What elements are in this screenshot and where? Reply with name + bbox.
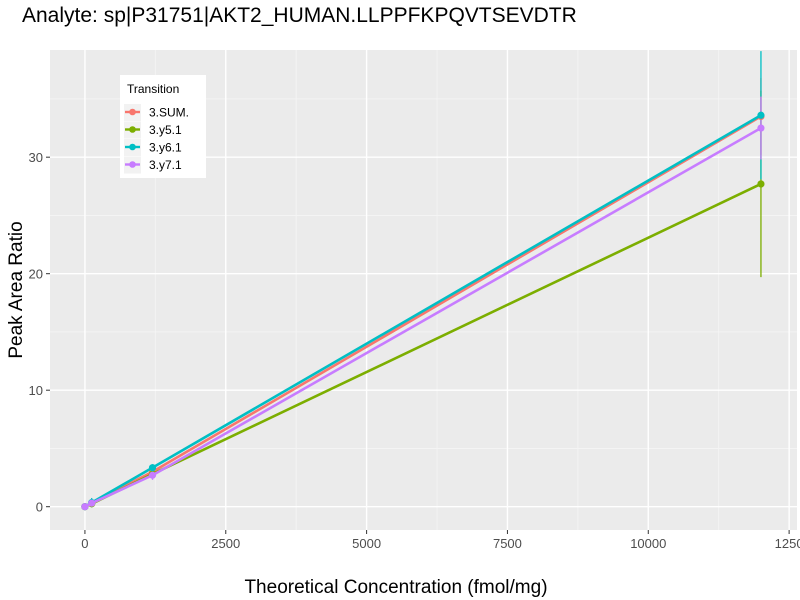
legend-item: 3.y6.1	[124, 139, 182, 156]
legend-item: 3.SUM.	[124, 104, 189, 121]
y-tick-label: 10	[29, 383, 43, 398]
x-tick-label: 2500	[211, 536, 240, 551]
x-axis-title: Theoretical Concentration (fmol/mg)	[244, 577, 547, 598]
legend-title: Transition	[127, 82, 179, 96]
data-point	[88, 499, 96, 507]
legend-label: 3.SUM.	[149, 106, 189, 120]
series-line-3.y7.1	[81, 124, 765, 511]
legend: Transition 3.SUM. 3.y5.1 3.y6.1 3.y7.1	[120, 75, 206, 178]
series-layer	[81, 51, 765, 511]
x-tick-label: 5000	[352, 536, 381, 551]
x-tick-label: 10000	[630, 536, 666, 551]
legend-item: 3.y7.1	[124, 156, 182, 174]
data-point	[757, 111, 765, 119]
legend-key-point	[129, 126, 136, 133]
y-tick-label: 30	[29, 150, 43, 165]
x-tick-label: 0	[81, 536, 88, 551]
legend-label: 3.y6.1	[149, 141, 182, 155]
data-point	[148, 464, 157, 472]
y-axis-title: Peak Area Ratio	[6, 221, 27, 358]
data-point	[81, 503, 89, 511]
legend-key-point	[129, 108, 136, 116]
legend-label: 3.y5.1	[149, 123, 182, 137]
chart-title: Analyte: sp|P31751|AKT2_HUMAN.LLPPFKPQVT…	[22, 4, 577, 27]
data-point	[757, 124, 765, 132]
series-line	[84, 126, 762, 508]
legend-item: 3.y5.1	[124, 121, 182, 139]
x-tick-label: 7500	[493, 536, 522, 551]
data-point	[757, 180, 765, 188]
y-tick-label: 20	[29, 267, 43, 282]
y-tick-label: 0	[36, 500, 43, 515]
data-point	[148, 471, 157, 479]
legend-label: 3.y7.1	[149, 158, 182, 172]
legend-key-point	[129, 161, 136, 168]
x-tick-label: 1250	[775, 536, 800, 551]
legend-key-point	[129, 143, 136, 151]
